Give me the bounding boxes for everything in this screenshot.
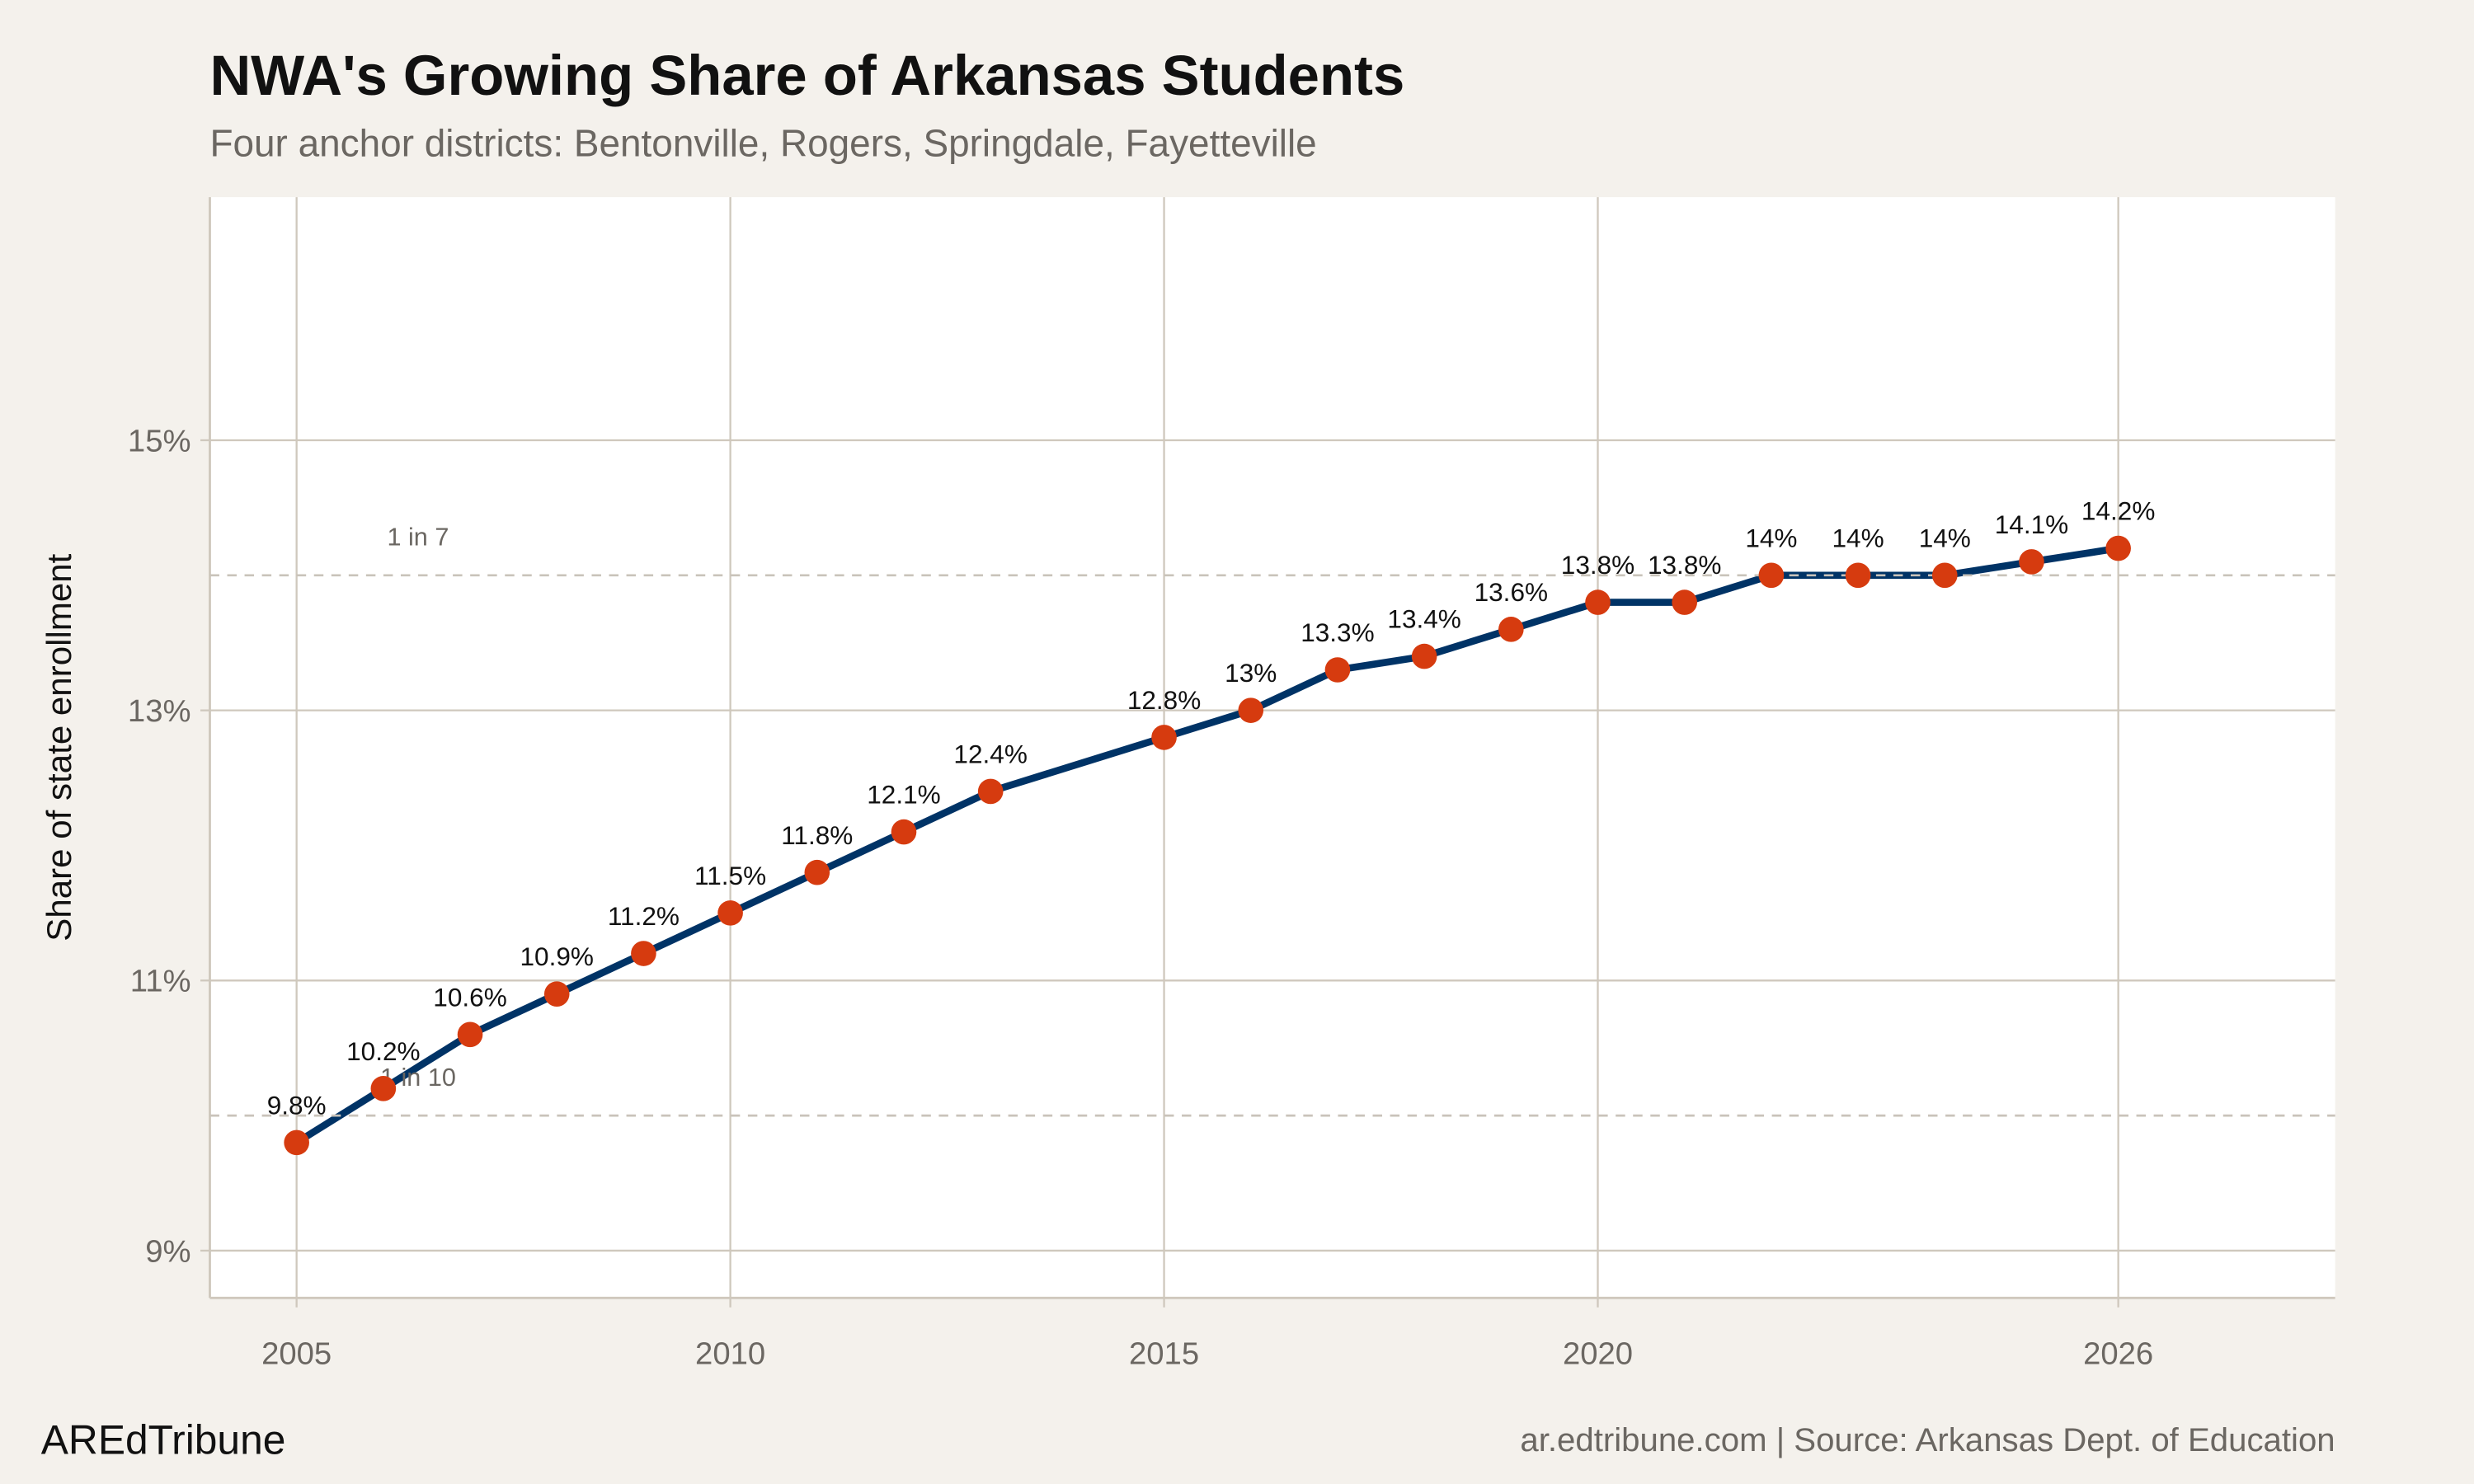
data-label: 14% <box>1919 523 1971 552</box>
data-labels: 9.8% 10.2% 10.6% 10.9% 11.2% 11.5% 11.8% 12.1% 1… <box>267 496 2156 1120</box>
data-label: 12.1% <box>867 780 940 810</box>
y-axis-label: Share of state enrollment <box>40 553 78 941</box>
data-label: 10.2% <box>346 1036 420 1066</box>
data-point <box>370 1076 397 1101</box>
data-label: 12.4% <box>953 740 1027 769</box>
y-tick-label: 15% <box>128 423 191 458</box>
data-point <box>977 778 1004 805</box>
reference-line-label: 1 in 7 <box>387 523 449 551</box>
data-label: 13% <box>1225 658 1277 688</box>
chart-title: NWA's Growing Share of Arkansas Students <box>209 44 1404 107</box>
data-label: 11.5% <box>694 861 766 890</box>
x-tick-label: 2026 <box>2083 1336 2153 1372</box>
data-label: 13.8% <box>1561 550 1634 580</box>
data-label: 13.3% <box>1300 618 1374 647</box>
data-label: 9.8% <box>267 1090 327 1120</box>
data-label: 10.6% <box>433 982 506 1012</box>
data-point <box>2019 549 2044 575</box>
data-label: 14.1% <box>1995 510 2068 539</box>
y-tick-label: 9% <box>145 1233 190 1269</box>
data-label: 13.4% <box>1387 604 1460 634</box>
data-point <box>1498 617 1524 642</box>
data-label: 10.9% <box>520 942 593 971</box>
data-point <box>1238 697 1264 723</box>
gridlines <box>209 197 2335 1298</box>
axes: 9% 11% 13% 15% 2005 2010 2015 2020 2026 <box>128 197 2335 1372</box>
data-point <box>1931 562 1958 589</box>
data-points <box>284 535 2131 1156</box>
data-point <box>1411 643 1437 669</box>
data-point <box>284 1129 309 1156</box>
data-point <box>717 900 743 926</box>
data-point <box>1324 657 1351 683</box>
brand-logo-text: AREdTribune <box>41 1417 286 1463</box>
x-tick-label: 2020 <box>1563 1336 1633 1372</box>
data-point <box>1672 589 1698 615</box>
data-point <box>1845 562 1871 589</box>
data-label: 14.2% <box>2081 496 2155 526</box>
source-note: ar.edtribune.com | Source: Arkansas Dept… <box>1520 1421 2335 1458</box>
plot-panel <box>209 197 2335 1298</box>
data-label: 11.8% <box>781 820 853 850</box>
data-label: 11.2% <box>608 901 680 931</box>
y-tick-label: 11% <box>130 964 191 999</box>
data-label: 13.8% <box>1648 550 1721 580</box>
x-tick-label: 2005 <box>261 1336 332 1372</box>
data-label: 12.8% <box>1127 685 1201 715</box>
data-label: 14% <box>1832 523 1884 552</box>
data-point <box>543 981 570 1007</box>
data-point <box>804 859 830 885</box>
data-point <box>1585 589 1611 615</box>
data-point <box>457 1021 483 1048</box>
data-label: 14% <box>1745 523 1797 552</box>
data-point <box>631 941 656 966</box>
data-point <box>1151 725 1177 750</box>
chart-subtitle: Four anchor districts: Bentonville, Roge… <box>209 121 1316 164</box>
y-tick-label: 13% <box>128 693 191 729</box>
data-point <box>891 819 917 845</box>
x-tick-label: 2010 <box>695 1336 765 1372</box>
data-label: 13.6% <box>1475 577 1548 607</box>
data-point <box>1758 562 1785 589</box>
reference-lines: 1 in 101 in 7 <box>209 523 2335 1117</box>
data-point <box>2105 535 2131 561</box>
x-tick-label: 2015 <box>1129 1336 1199 1372</box>
